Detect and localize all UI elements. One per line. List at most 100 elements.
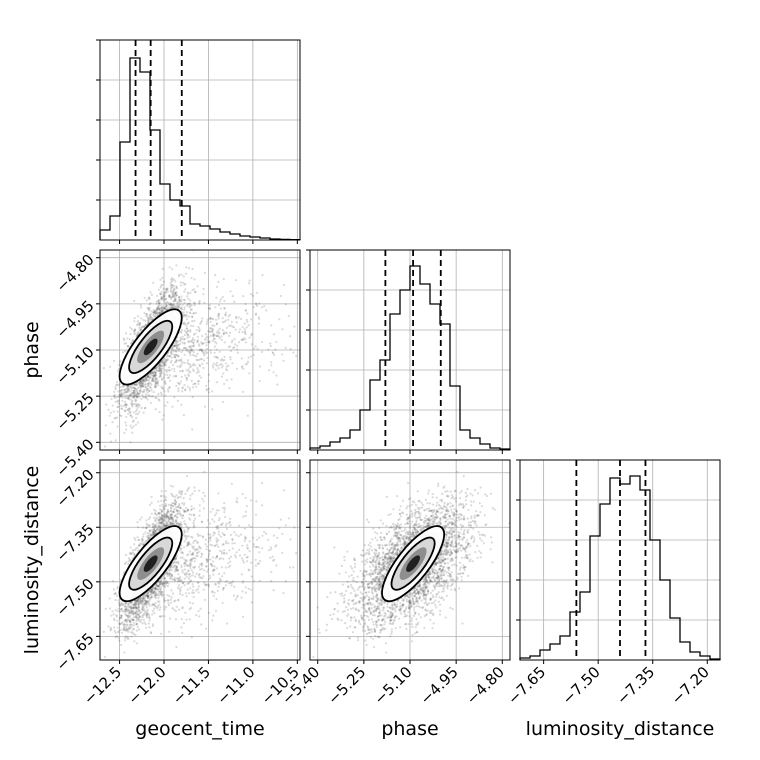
sample-point <box>178 491 181 494</box>
sample-point <box>122 385 125 388</box>
sample-point <box>129 623 132 626</box>
sample-point <box>161 267 164 270</box>
sample-point <box>205 347 209 350</box>
sample-point <box>188 306 191 309</box>
sample-point <box>164 301 167 304</box>
sample-point <box>166 388 169 391</box>
sample-point <box>196 285 199 288</box>
sample-point <box>191 320 194 323</box>
sample-point <box>223 307 226 310</box>
sample-point <box>122 388 125 391</box>
sample-point <box>269 344 272 348</box>
sample-point <box>148 309 151 312</box>
sample-point <box>144 379 147 382</box>
sample-point <box>152 603 155 606</box>
sample-point <box>129 441 132 444</box>
sample-point <box>157 512 160 515</box>
sample-point <box>198 299 201 303</box>
sample-point <box>133 403 136 406</box>
sample-point <box>359 584 361 586</box>
sample-point <box>218 577 221 580</box>
sample-point <box>171 346 174 349</box>
sample-point <box>196 533 199 536</box>
sample-point <box>164 382 167 385</box>
sample-point <box>145 389 148 392</box>
sample-point <box>162 307 165 310</box>
sample-point <box>154 586 157 589</box>
sample-point <box>141 382 145 385</box>
sample-point <box>174 297 177 300</box>
sample-point <box>220 550 223 553</box>
sample-point <box>119 603 122 606</box>
sample-point <box>193 565 196 568</box>
sample-point <box>196 380 199 383</box>
sample-point <box>142 533 145 536</box>
sample-point <box>216 361 219 364</box>
sample-point <box>258 380 261 383</box>
sample-point <box>128 338 131 341</box>
sample-point <box>158 366 161 369</box>
sample-point <box>201 317 204 320</box>
sample-point <box>154 408 157 411</box>
sample-point <box>127 398 130 401</box>
sample-point <box>271 351 274 354</box>
sample-point <box>193 312 196 315</box>
sample-point <box>282 284 285 287</box>
sample-point <box>199 607 202 610</box>
sample-point <box>182 315 185 318</box>
sample-point <box>172 510 176 514</box>
sample-point <box>142 543 145 546</box>
sample-point <box>228 324 231 327</box>
sample-point <box>162 297 165 300</box>
sample-point <box>275 340 278 344</box>
sample-point <box>231 362 234 365</box>
sample-point <box>183 306 186 309</box>
sample-point <box>206 338 209 341</box>
sample-point <box>187 329 190 332</box>
sample-point <box>134 383 137 386</box>
sample-point <box>205 557 208 561</box>
sample-point <box>212 366 215 369</box>
sample-point <box>242 367 245 370</box>
sample-point <box>284 346 287 349</box>
sample-point <box>134 607 137 610</box>
sample-point <box>135 403 138 406</box>
sample-point <box>206 318 209 321</box>
sample-point <box>236 344 239 347</box>
sample-point <box>167 582 170 585</box>
sample-point <box>127 409 130 412</box>
sample-point <box>137 421 140 424</box>
sample-point <box>236 594 239 597</box>
sample-point <box>181 349 184 352</box>
sample-point <box>140 384 143 387</box>
sample-point <box>158 363 161 366</box>
sample-point <box>125 394 128 397</box>
sample-point <box>192 553 195 556</box>
sample-point <box>169 304 172 307</box>
sample-point <box>234 328 237 331</box>
sample-point <box>182 562 186 565</box>
sample-point <box>126 389 129 392</box>
sample-point <box>181 328 184 332</box>
sample-point <box>179 340 182 343</box>
sample-point <box>178 347 181 350</box>
sample-point <box>170 280 173 283</box>
sample-point <box>134 600 137 603</box>
sample-point <box>163 361 166 364</box>
sample-point <box>141 326 144 329</box>
sample-point <box>160 593 163 596</box>
sample-point <box>183 342 186 345</box>
sample-point <box>127 563 130 566</box>
sample-point <box>184 331 188 334</box>
sample-point <box>132 396 135 399</box>
sample-point <box>125 415 128 418</box>
sample-point <box>134 388 137 391</box>
sample-point <box>220 358 223 361</box>
sample-point <box>137 617 140 620</box>
sample-point <box>168 574 171 578</box>
sample-point <box>133 389 136 392</box>
sample-point <box>157 518 160 522</box>
sample-point <box>173 345 176 348</box>
sample-point <box>129 394 132 397</box>
